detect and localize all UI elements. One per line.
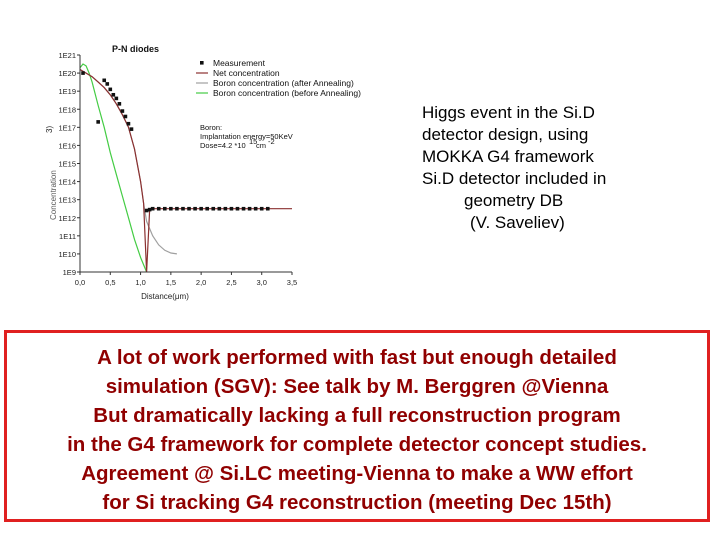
measurement-point [117,102,122,106]
x-tick-label: 1,0 [135,278,145,287]
measurement-point [123,114,128,119]
measurement-point [211,206,216,211]
measurement-point [102,78,107,83]
y-tick-label: 1E12 [58,214,76,223]
x-tick-label: 1,5 [166,278,176,287]
y-axis-label-fragment: 3) [45,126,54,133]
x-tick-label: 0,0 [75,278,85,287]
x-tick-label: 2,5 [226,278,236,287]
y-tick-label: 1E21 [58,51,76,60]
summary-line: in the G4 framework for complete detecto… [67,433,647,456]
measurement-point [163,206,167,211]
measurement-point [265,206,270,211]
x-tick-label: 2,0 [196,278,206,287]
summary-line: simulation (SGV): See talk by M. Berggre… [105,375,609,398]
measurement-point [235,206,240,211]
x-tick-label: 0,5 [105,278,115,287]
summary-line: But dramatically lacking a full reconstr… [93,404,621,427]
annotation-line: Dose=4.2 *10 [200,141,246,150]
chart-title: P-N diodes [112,44,159,54]
y-tick-label: 1E9 [63,268,76,277]
x-tick-label: 3,5 [287,278,297,287]
side-text-line: Higgs event in the Si.D [422,103,595,122]
measurement-point [156,206,161,211]
series-line-1 [79,68,292,273]
y-tick-label: 1E16 [58,141,76,150]
summary-box: A lot of work performed with fast but en… [4,330,710,522]
measurement-point [114,96,119,101]
measurement-point [199,206,203,211]
measurement-point [150,206,155,211]
y-tick-label: 1E13 [58,196,76,205]
series-line-3 [79,63,148,273]
measurement-point [96,120,100,124]
boron-annotation: Boron:Implantation energy=50KeVDose=4.2 … [200,123,293,150]
series-layer [79,63,292,273]
annotation-line: Boron: [200,123,222,132]
measurement-point [81,71,85,75]
summary-line: for Si tracking G4 reconstruction (meeti… [102,491,612,514]
measurement-point [205,206,209,211]
measurement-point [147,207,152,212]
x-axis-label: Distance(μm) [141,292,189,301]
legend-entry: Net concentration [213,68,280,78]
measurement-point [253,206,258,211]
side-text-block: Higgs event in the Si.D detector design, … [422,102,692,234]
annotation-exponent: -2 [268,137,275,146]
annotation-line: Implantation energy=50KeV [200,132,293,141]
legend-entry: Boron concentration (before Annealing) [213,88,361,98]
legend-marker [200,61,204,65]
measurement-point [223,206,228,211]
legend-entry: Measurement [213,58,266,68]
legend-entry: Boron concentration (after Annealing) [213,78,354,88]
measurement-point [126,121,131,126]
measurement-point [181,206,185,211]
side-text-line: (V. Saveliev) [470,213,565,232]
y-tick-label: 1E20 [58,69,76,78]
x-tick-labels: 0,0 0,5 1,0 1,5 2,0 2,5 3,0 3,5 [75,278,297,287]
pn-diode-chart: P-N diodes Concentration 3) Distance(μm)… [45,44,361,301]
y-tick-label: 1E14 [58,178,76,187]
series-line-2 [79,68,177,255]
side-text-line: Si.D detector included in [422,169,607,188]
measurement-point [105,82,110,86]
annotation-unit: cm [256,141,266,150]
measurement-point [144,208,149,213]
measurement-point [193,206,197,211]
side-text-line: MOKKA G4 framework [422,147,594,166]
measurement-point [217,206,222,211]
measurement-point [187,206,191,211]
y-tick-label: 1E11 [59,232,76,241]
y-axis-label: Concentration [49,170,58,220]
measurement-point [120,109,125,113]
y-tick-label: 1E15 [58,160,76,169]
measurement-point [129,127,134,131]
y-tick-labels: 1E21 1E20 1E19 1E18 1E17 1E16 1E15 1E14 1E13 1E12… [58,51,76,277]
x-tick-label: 3,0 [256,278,266,287]
y-tick-label: 1E18 [58,105,76,114]
side-text-line: detector design, using [422,125,589,144]
measurement-point [108,87,113,92]
measurement-point [259,206,264,211]
y-tick-label: 1E17 [58,123,76,132]
y-tick-label: 1E19 [58,87,76,96]
measurement-point [169,206,173,211]
measurement-point [111,92,116,97]
summary-line: A lot of work performed with fast but en… [97,346,617,369]
summary-line: Agreement @ Si.LC meeting-Vienna to make… [81,462,633,485]
measurement-point [247,206,252,211]
measurement-point [229,206,234,211]
side-text-line: geometry DB [464,191,564,210]
measurement-point [175,206,179,211]
y-tick-label: 1E10 [58,250,76,259]
measurement-point [241,206,246,211]
annotation-exponent: 15 [249,137,257,146]
axes [77,54,293,275]
